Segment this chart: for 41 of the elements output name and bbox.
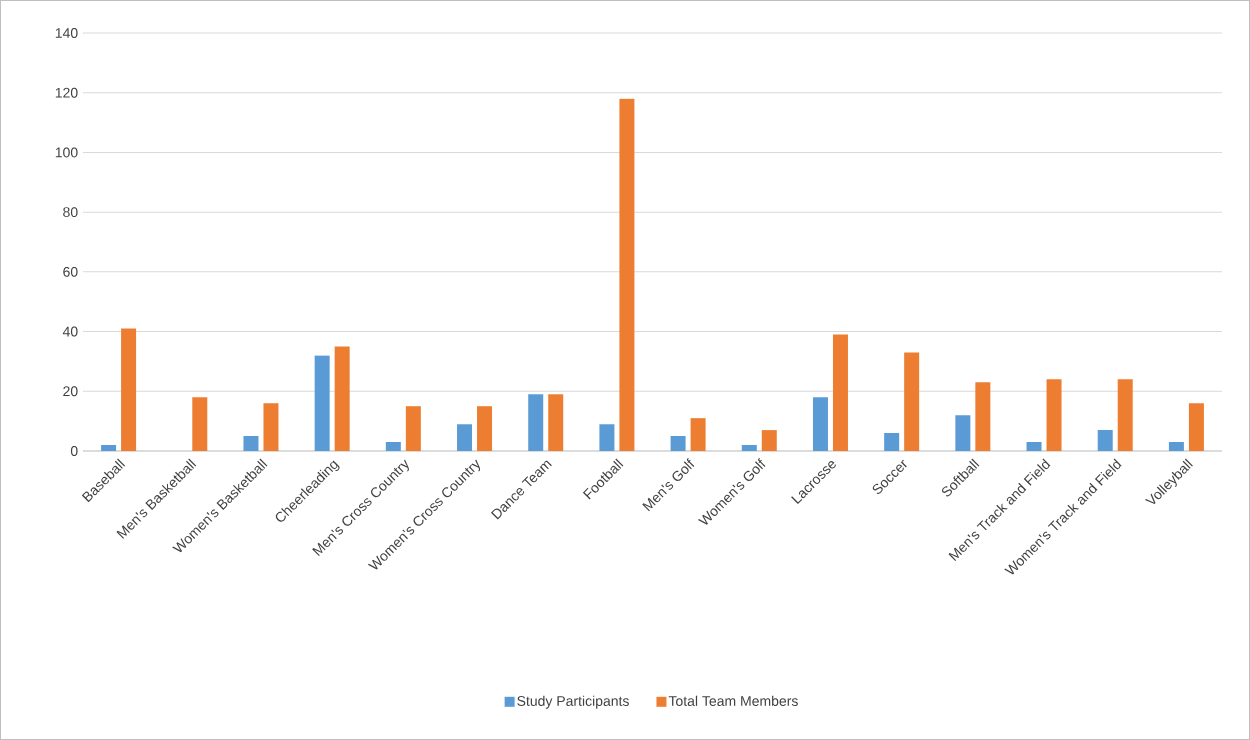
- bar: [884, 433, 900, 451]
- bar: [812, 397, 828, 451]
- bar: [405, 406, 421, 451]
- y-tick-label: 60: [63, 266, 78, 277]
- legend-label: Study Participants: [517, 695, 629, 709]
- bar: [385, 442, 401, 451]
- bar: [192, 397, 208, 451]
- y-tick-label: 100: [55, 147, 78, 158]
- bar: [101, 445, 117, 451]
- legend-label: Total Team Members: [668, 695, 798, 706]
- y-tick-label: 40: [62, 326, 78, 337]
- bar: [904, 352, 920, 451]
- bar: [599, 424, 615, 451]
- bar: [1117, 379, 1133, 451]
- bar: [955, 415, 971, 451]
- bar: [670, 436, 686, 451]
- bar: [121, 328, 137, 451]
- bar: [619, 98, 635, 451]
- bar: [690, 418, 706, 451]
- bar: [1168, 442, 1184, 451]
- bar: [761, 430, 777, 451]
- bar: [975, 382, 991, 451]
- bar: [334, 346, 350, 451]
- bar: [548, 394, 564, 451]
- bar: [243, 436, 259, 451]
- bar: [528, 394, 544, 451]
- bar: [457, 424, 473, 451]
- bar: [832, 334, 848, 451]
- bar: [1046, 379, 1062, 451]
- bar: [1026, 442, 1042, 451]
- y-tick-label: 80: [63, 207, 78, 218]
- bar: [314, 355, 330, 451]
- bar: [477, 406, 493, 451]
- y-tick-label: 120: [55, 87, 78, 98]
- y-tick-label: 140: [55, 28, 78, 38]
- bar: [741, 445, 757, 451]
- bar: [1188, 403, 1204, 451]
- y-tick-label: 20: [63, 386, 78, 397]
- y-tick-label: 0: [70, 446, 78, 456]
- bar: [1097, 430, 1113, 451]
- bar: [263, 403, 279, 451]
